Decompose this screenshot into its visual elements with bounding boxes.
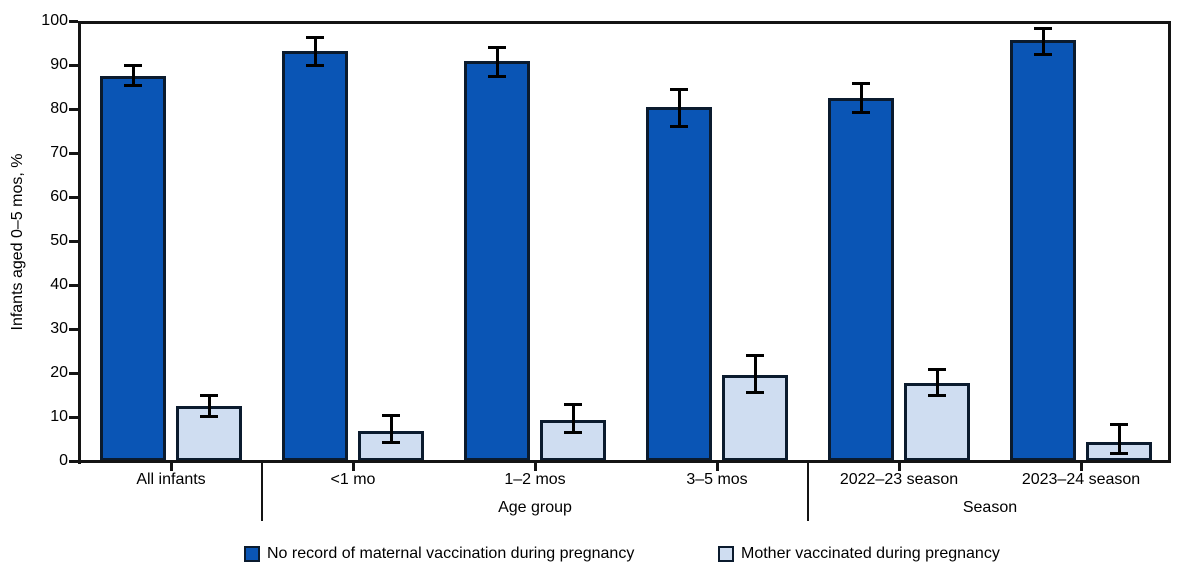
error-bar-cap-top [382,414,400,418]
error-bar-cap-bottom [746,391,764,395]
bar-no-record [100,76,166,461]
x-tick-mark [170,463,173,471]
bar-no-record [1010,39,1076,461]
y-tick-mark [69,372,78,375]
category-label: <1 mo [330,471,376,488]
y-tick-mark [69,328,78,331]
error-bar-cap-top [306,35,324,39]
error-bar-stem [753,355,757,393]
error-bar-cap-top [124,64,142,68]
plot-right-border [1168,21,1171,461]
y-tick-label: 50 [50,232,68,249]
error-bar-stem [495,47,499,76]
bar-no-record [646,106,712,461]
error-bar-stem [1117,424,1121,454]
section-divider-line [261,461,263,521]
x-tick-mark [898,463,901,471]
error-bar-cap-top [1034,27,1052,31]
plot-top-border [78,21,1171,24]
error-bar-stem [1041,28,1045,55]
error-bar-stem [389,415,393,443]
error-bar-cap-bottom [1110,451,1128,455]
error-bar-cap-bottom [200,414,218,418]
x-tick-mark [534,463,537,471]
category-label: 1–2 mos [504,471,566,488]
error-bar-stem [131,65,135,86]
error-bar-cap-top [852,82,870,86]
error-bar-stem [859,83,863,113]
section-label: Season [962,499,1018,516]
category-label: 3–5 mos [686,471,748,488]
y-tick-mark [69,240,78,243]
error-bar-cap-top [670,87,688,91]
y-tick-label: 0 [59,452,68,469]
error-bar-cap-top [200,393,218,397]
x-axis-line [69,460,1171,463]
error-bar-cap-bottom [306,64,324,68]
y-tick-label: 30 [50,320,68,337]
error-bar-stem [313,37,317,66]
y-tick-mark [69,196,78,199]
y-tick-label: 90 [50,56,68,73]
error-bar-cap-bottom [124,83,142,87]
y-axis-line [78,21,81,464]
error-bar-cap-top [488,46,506,50]
category-label: 2022–23 season [839,471,959,488]
error-bar-cap-top [564,402,582,406]
error-bar-cap-bottom [852,110,870,114]
x-tick-mark [1080,463,1083,471]
bar-no-record [282,50,348,461]
y-tick-label: 100 [41,12,68,29]
error-bar-stem [677,89,681,127]
error-bar-cap-bottom [382,441,400,445]
x-tick-mark [716,463,719,471]
error-bar-cap-top [746,353,764,357]
y-tick-label: 60 [50,188,68,205]
category-label: 2023–24 season [1021,471,1141,488]
y-tick-mark [69,20,78,23]
bar-no-record [464,61,530,461]
error-bar-cap-bottom [670,124,688,128]
error-bar-cap-top [928,367,946,371]
error-bar-cap-bottom [488,74,506,78]
x-tick-mark [352,463,355,471]
y-tick-mark [69,152,78,155]
error-bar-stem [571,404,575,433]
y-tick-label: 10 [50,408,68,425]
y-tick-mark [69,416,78,419]
section-divider-line [807,461,809,521]
y-tick-label: 70 [50,144,68,161]
error-bar-stem [207,395,211,417]
error-bar-cap-bottom [1034,53,1052,57]
error-bar-stem [935,369,939,395]
y-tick-mark [69,108,78,111]
y-tick-mark [69,284,78,287]
category-label: All infants [136,471,206,488]
bar-no-record [828,98,894,461]
y-tick-label: 80 [50,100,68,117]
y-tick-label: 40 [50,276,68,293]
section-label: Age group [498,499,572,516]
error-bar-cap-top [1110,423,1128,427]
bar-vaccinated [176,406,242,461]
y-tick-mark [69,64,78,67]
y-tick-label: 20 [50,364,68,381]
error-bar-cap-bottom [564,431,582,435]
error-bar-cap-bottom [928,393,946,397]
